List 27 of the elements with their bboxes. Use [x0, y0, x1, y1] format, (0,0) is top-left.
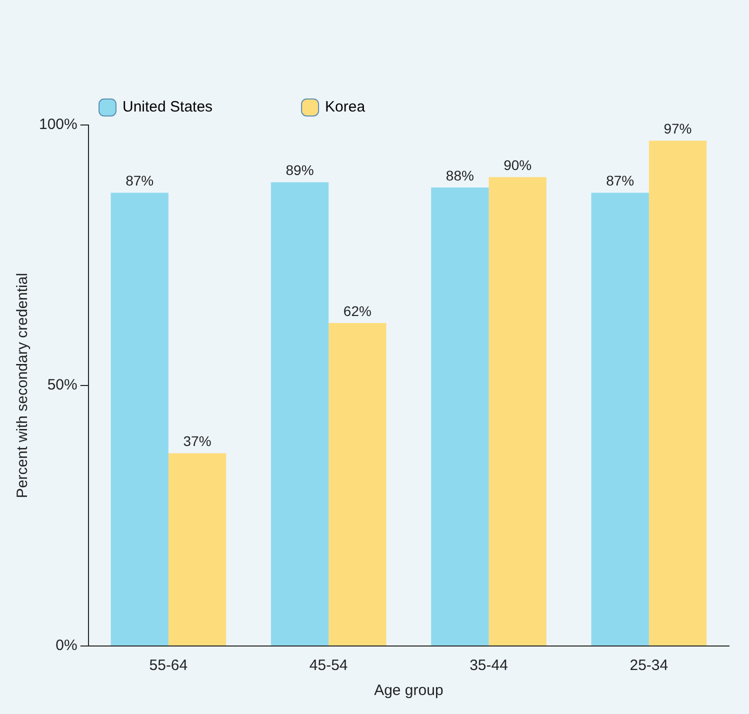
x-tick-label: 35-44 — [470, 657, 508, 674]
data-label: 62% — [343, 302, 372, 319]
bar — [591, 192, 649, 646]
data-label: 87% — [126, 172, 154, 189]
bar — [488, 177, 546, 646]
data-label: 89% — [286, 162, 314, 178]
bar — [648, 140, 707, 646]
legend-label: United States — [122, 98, 213, 116]
bar — [168, 453, 226, 646]
bar — [270, 182, 329, 646]
data-label: 97% — [664, 120, 692, 136]
y-tick-label: 50% — [47, 376, 78, 394]
legend-label: Korea — [325, 98, 366, 116]
bar — [328, 322, 386, 646]
bar — [110, 192, 168, 646]
x-tick-label: 45-54 — [309, 657, 348, 674]
data-label: 37% — [183, 433, 212, 450]
y-axis-title: Percent with secondary credential — [14, 272, 32, 498]
bar — [431, 188, 489, 646]
x-tick-label: 25-34 — [630, 657, 668, 674]
x-axis-title: Age group — [374, 682, 444, 700]
y-tick-label: 100% — [38, 116, 78, 134]
x-tick-label: 55-64 — [149, 657, 188, 674]
data-label: 90% — [504, 156, 532, 173]
data-label: 88% — [446, 167, 474, 184]
y-tick-label: 0% — [56, 637, 78, 654]
data-label: 87% — [606, 172, 634, 189]
